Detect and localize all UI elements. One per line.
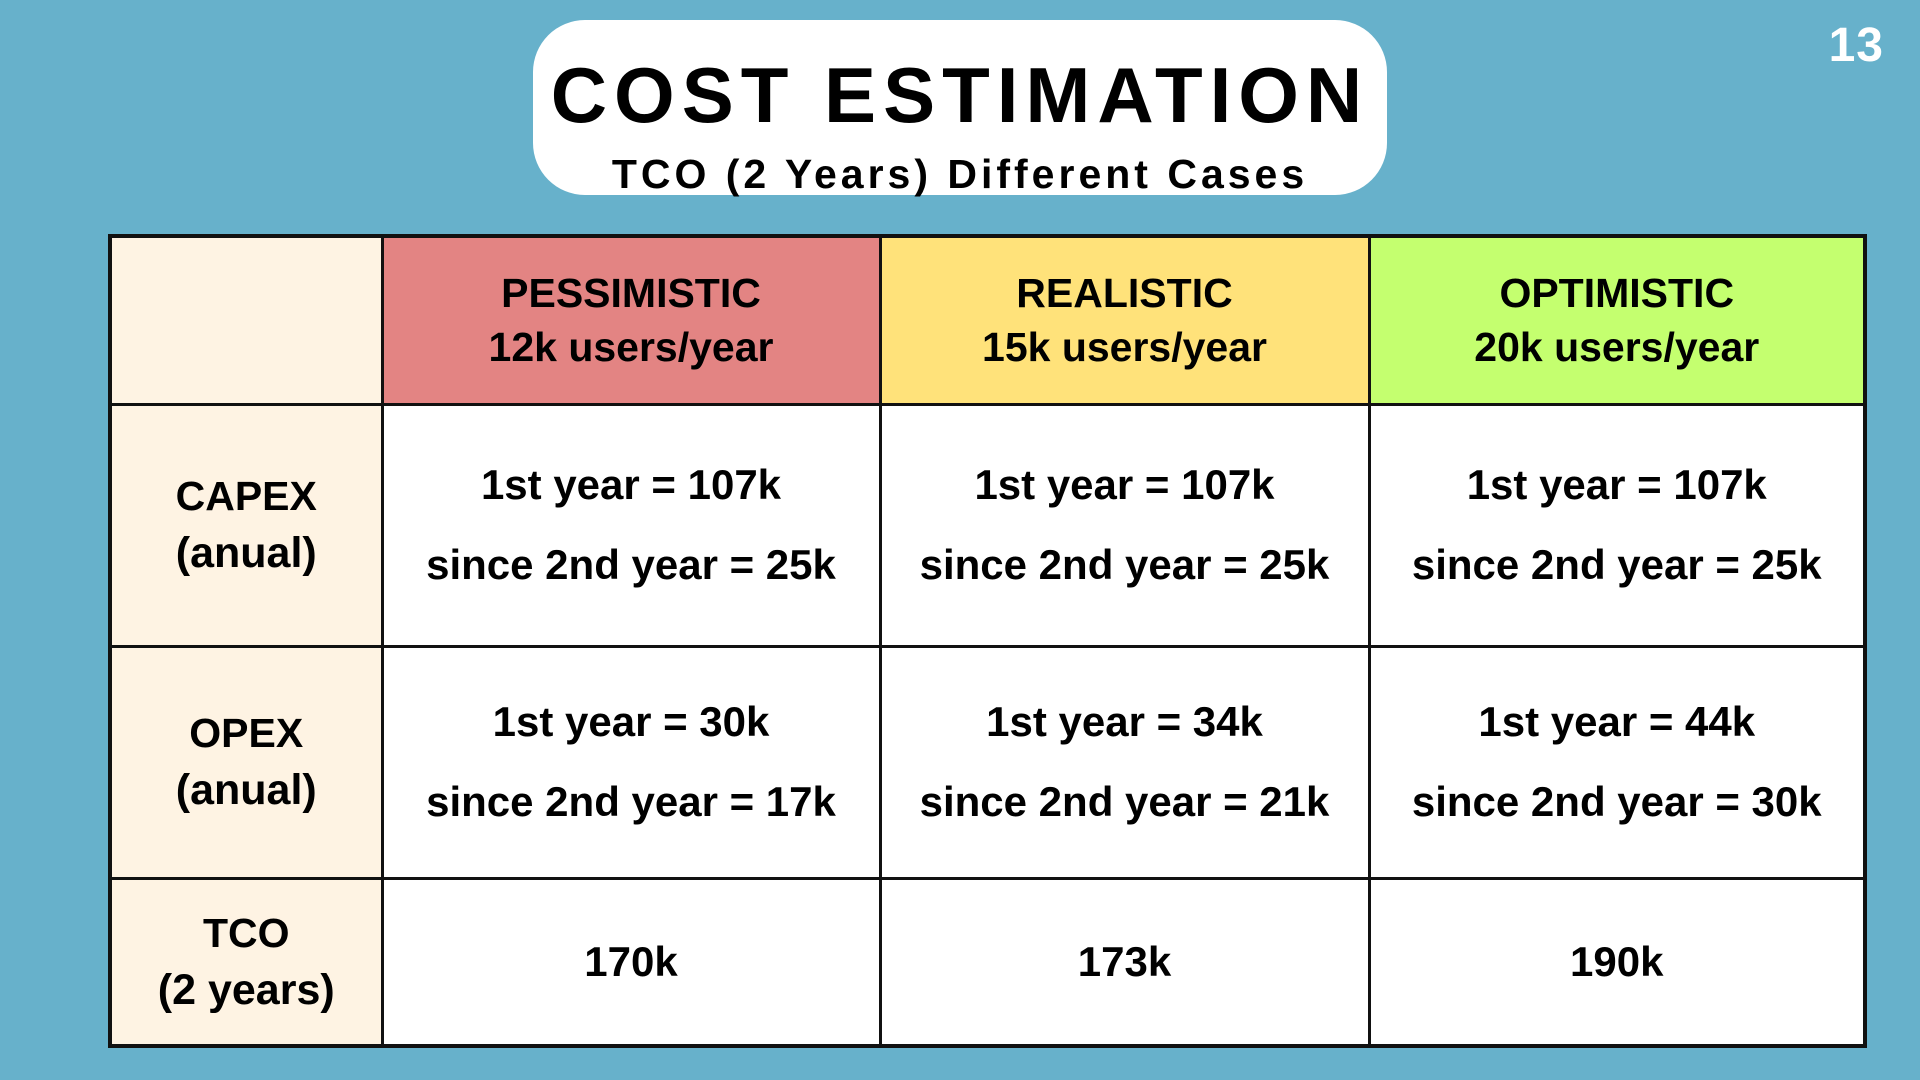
since-second-year-value: since 2nd year = 25k (1411, 541, 1822, 588)
tco-value: 173k (1077, 937, 1172, 985)
capex-optimistic-cell: 1st year = 107k since 2nd year = 25k (1367, 402, 1867, 648)
column-header-name: PESSIMISTIC (501, 270, 761, 317)
column-header-name: REALISTIC (1016, 270, 1233, 317)
title-card: COST ESTIMATION TCO (2 Years) Different … (533, 20, 1387, 197)
slide-number: 13 (1828, 19, 1884, 72)
opex-realistic-cell: 1st year = 34k since 2nd year = 21k (878, 644, 1371, 880)
row-label-period: (2 years) (157, 965, 335, 1014)
column-header-users: 15k users/year (982, 324, 1267, 371)
first-year-value: 1st year = 30k (492, 698, 770, 745)
row-label-period: (anual) (175, 766, 317, 814)
table-corner-cell (108, 234, 384, 406)
since-second-year-value: since 2nd year = 17k (426, 778, 836, 825)
opex-optimistic-cell: 1st year = 44k since 2nd year = 30k (1367, 644, 1867, 880)
since-second-year-value: since 2nd year = 21k (919, 778, 1330, 825)
column-header-optimistic: OPTIMISTIC 20k users/year (1367, 234, 1867, 406)
first-year-value: 1st year = 107k (480, 461, 782, 508)
page-subtitle: TCO (2 Years) Different Cases (611, 151, 1309, 197)
since-second-year-value: since 2nd year = 25k (919, 541, 1330, 588)
column-header-pessimistic: PESSIMISTIC 12k users/year (380, 234, 882, 406)
first-year-value: 1st year = 34k (986, 698, 1263, 745)
column-header-name: OPTIMISTIC (1499, 270, 1735, 317)
cost-table: PESSIMISTIC 12k users/year REALISTIC 15k… (108, 234, 1867, 1048)
tco-value: 190k (1570, 937, 1664, 985)
row-label-capex: CAPEX (anual) (108, 402, 384, 648)
table-row-capex: CAPEX (anual) 1st year = 107k since 2nd … (108, 402, 1867, 648)
row-label-opex: OPEX (anual) (108, 644, 384, 880)
row-label-name: TCO (202, 909, 290, 956)
row-label-name: OPEX (189, 710, 304, 756)
column-header-users: 12k users/year (488, 324, 774, 371)
first-year-value: 1st year = 44k (1478, 698, 1756, 745)
row-label-period: (anual) (175, 529, 317, 577)
capex-realistic-cell: 1st year = 107k since 2nd year = 25k (878, 402, 1371, 648)
tco-optimistic-cell: 190k (1367, 876, 1867, 1048)
first-year-value: 1st year = 107k (974, 461, 1275, 508)
tco-realistic-cell: 173k (878, 876, 1371, 1048)
table-header-row: PESSIMISTIC 12k users/year REALISTIC 15k… (108, 234, 1867, 406)
row-label-name: CAPEX (175, 473, 317, 519)
column-header-users: 20k users/year (1474, 324, 1760, 371)
table-row-opex: OPEX (anual) 1st year = 30k since 2nd ye… (108, 644, 1867, 880)
tco-value: 170k (584, 937, 678, 985)
column-header-realistic: REALISTIC 15k users/year (878, 234, 1371, 406)
capex-pessimistic-cell: 1st year = 107k since 2nd year = 25k (380, 402, 882, 648)
first-year-value: 1st year = 107k (1466, 461, 1767, 508)
table-row-tco: TCO (2 years) 170k 173k 190k (108, 876, 1867, 1048)
since-second-year-value: since 2nd year = 25k (426, 541, 836, 588)
row-label-tco: TCO (2 years) (108, 876, 384, 1048)
opex-pessimistic-cell: 1st year = 30k since 2nd year = 17k (380, 644, 882, 880)
page-title: COST ESTIMATION (550, 51, 1370, 139)
since-second-year-value: since 2nd year = 30k (1411, 778, 1822, 825)
tco-pessimistic-cell: 170k (380, 876, 882, 1048)
